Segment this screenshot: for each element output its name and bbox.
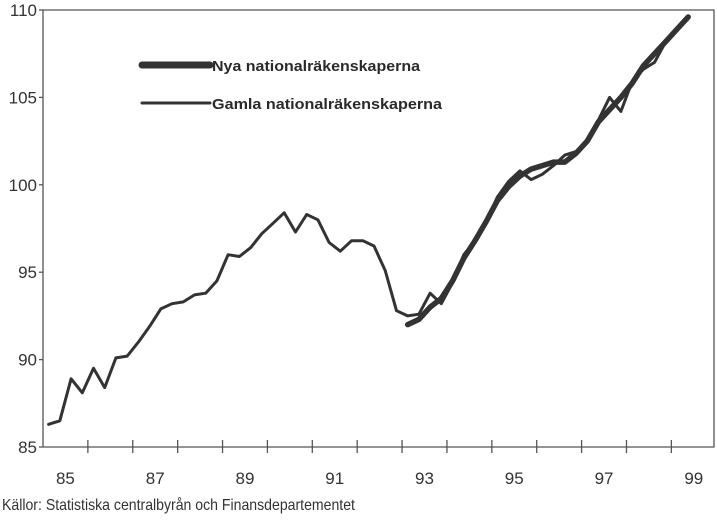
x-tick-label: 91 bbox=[325, 469, 344, 488]
series-gamla-line bbox=[47, 40, 668, 426]
legend-label: Nya nationalräkenskaperna bbox=[212, 58, 421, 75]
y-tick-label: 105 bbox=[9, 88, 37, 107]
plot-frame bbox=[42, 9, 715, 448]
legend-label: Gamla nationalräkenskaperna bbox=[212, 96, 443, 113]
y-tick-label: 95 bbox=[18, 263, 37, 282]
y-tick-label: 90 bbox=[18, 351, 37, 370]
plot-border bbox=[42, 9, 715, 448]
legend: Nya nationalräkenskaperna Gamla nationalr… bbox=[138, 58, 443, 113]
x-tick-label: 97 bbox=[595, 469, 614, 488]
x-tick-label: 99 bbox=[684, 469, 703, 488]
x-axis: 85 87 89 91 93 95 97 99 bbox=[56, 440, 703, 488]
x-tick-label: 87 bbox=[146, 469, 165, 488]
x-tick-label: 89 bbox=[236, 469, 255, 488]
source-note: Källor: Statistiska centralbyrån och Fin… bbox=[2, 497, 355, 514]
y-tick-label: 110 bbox=[10, 1, 37, 20]
x-tick-label: 85 bbox=[56, 469, 75, 488]
y-tick-label: 100 bbox=[9, 176, 37, 195]
x-tick-label: 93 bbox=[415, 469, 434, 488]
x-tick-label: 95 bbox=[505, 469, 524, 488]
y-tick-label: 85 bbox=[18, 438, 37, 457]
y-axis: 85 90 95 100 105 110 bbox=[9, 1, 43, 457]
series-nya-line bbox=[404, 14, 691, 328]
series-lines bbox=[47, 14, 691, 426]
